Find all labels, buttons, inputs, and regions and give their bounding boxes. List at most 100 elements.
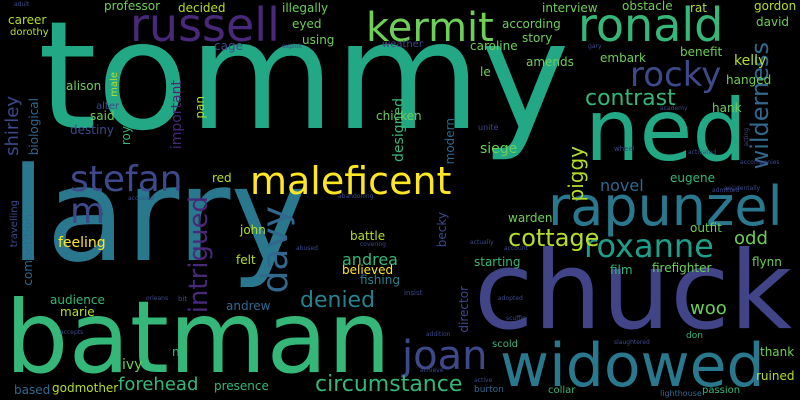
word-starting: starting bbox=[474, 255, 521, 269]
word-rapunzel: rapunzel bbox=[548, 175, 783, 238]
word-flynn: flynn bbox=[752, 255, 782, 269]
word-firefighter: firefighter bbox=[652, 261, 712, 275]
word-unite: unite bbox=[478, 123, 499, 132]
word-roxanne: roxanne bbox=[584, 227, 714, 265]
word-caroline: caroline bbox=[470, 39, 518, 53]
word-professor: professor bbox=[104, 0, 161, 13]
word-insist: insist bbox=[404, 289, 423, 297]
word-outfit: outfit bbox=[690, 221, 722, 235]
word-eugene: eugene bbox=[670, 171, 715, 185]
word-chicken: chicken bbox=[376, 109, 422, 123]
word-designed: designed bbox=[391, 98, 407, 162]
word-slaughtered: slaughtered bbox=[614, 339, 650, 346]
word-stefan: stefan bbox=[70, 159, 183, 200]
word-le: le bbox=[480, 65, 491, 79]
word-cage: cage bbox=[214, 39, 243, 53]
word-travelling: travelling bbox=[9, 200, 20, 248]
word-exploit: exploit bbox=[282, 43, 303, 50]
word-amends: amends bbox=[526, 55, 574, 69]
word-marie: marie bbox=[60, 305, 95, 319]
word-destiny: destiny bbox=[70, 123, 114, 137]
word-joan: joan bbox=[402, 333, 488, 379]
word-woo: woo bbox=[690, 298, 727, 319]
word-competition: competition bbox=[21, 214, 35, 286]
word-scuffle: scuffle bbox=[506, 315, 526, 322]
word-based: based bbox=[14, 383, 51, 397]
word-orleans: orleans bbox=[146, 295, 169, 302]
word-weather: weather bbox=[382, 39, 423, 50]
word-said: said bbox=[90, 109, 115, 123]
word-admitted: admitted bbox=[712, 187, 740, 194]
word-batman: batman bbox=[5, 279, 392, 396]
word-abused: abused bbox=[296, 245, 318, 252]
word-forehead: forehead bbox=[118, 374, 199, 395]
word-david: david bbox=[756, 15, 790, 29]
word-academy: academy bbox=[660, 105, 688, 112]
word-circumstance: circumstance bbox=[315, 372, 463, 397]
word-addition: addition bbox=[426, 331, 451, 338]
word-adult: adult bbox=[14, 1, 30, 8]
word-embark: embark bbox=[600, 51, 646, 65]
word-ivy: ivy bbox=[122, 357, 143, 373]
word-achieve: achieve bbox=[420, 367, 444, 374]
word-accompanies: accompanies bbox=[740, 159, 780, 166]
word-godmother: godmother bbox=[52, 381, 119, 395]
word-wheel: wheel bbox=[614, 145, 635, 153]
word-intrigued: intrigued bbox=[184, 196, 214, 314]
word-benefit: benefit bbox=[680, 45, 723, 59]
word-believed: believed bbox=[342, 263, 394, 277]
word-davy: davy bbox=[255, 206, 296, 294]
word-account: account bbox=[504, 245, 528, 252]
word-interview: interview bbox=[542, 1, 598, 15]
word-obstacle: obstacle bbox=[622, 0, 673, 13]
word-illegally: illegally bbox=[282, 1, 329, 15]
word-shirley: shirley bbox=[2, 96, 23, 156]
word-red: red bbox=[212, 171, 232, 185]
word-scold: scold bbox=[492, 339, 518, 350]
word-adopted: adopted bbox=[498, 295, 523, 302]
word-feeling: feeling bbox=[58, 235, 106, 251]
word-using: using bbox=[302, 33, 335, 47]
word-warden: warden bbox=[508, 211, 553, 225]
word-acting: acting bbox=[743, 128, 750, 147]
word-film: film bbox=[610, 263, 633, 277]
word-pan: pan bbox=[193, 96, 207, 119]
word-bit: bit bbox=[178, 295, 188, 303]
word-gary: gary bbox=[588, 43, 602, 50]
word-siege: siege bbox=[480, 141, 518, 157]
word-tommy: tommy bbox=[38, 0, 570, 164]
word-becky: becky bbox=[435, 212, 449, 248]
word-fishing: fishing bbox=[360, 273, 400, 287]
word-andrea: andrea bbox=[342, 250, 398, 269]
word-cottage: cottage bbox=[508, 224, 600, 252]
word-hank: hank bbox=[712, 101, 742, 115]
word-gordon: gordon bbox=[754, 0, 797, 13]
word-na: na bbox=[172, 345, 187, 359]
word-novel: novel bbox=[600, 176, 644, 195]
word-rat: rat bbox=[690, 1, 707, 15]
word-actually: actually bbox=[470, 239, 494, 246]
word-kermit: kermit bbox=[366, 5, 494, 51]
word-covering: covering bbox=[360, 241, 386, 248]
word-eyed: eyed bbox=[292, 17, 322, 31]
word-ned: ned bbox=[585, 81, 748, 181]
word-battle: battle bbox=[350, 229, 386, 243]
word-male: male bbox=[109, 72, 120, 97]
word-contrast: contrast bbox=[585, 86, 676, 111]
word-m: m bbox=[70, 191, 106, 232]
word-story: story bbox=[522, 31, 553, 45]
word-roy: roy bbox=[119, 126, 133, 146]
word-biological: biological bbox=[27, 98, 41, 156]
word-hanged: hanged bbox=[726, 73, 772, 87]
word-felt: felt bbox=[236, 253, 256, 267]
word-presence: presence bbox=[214, 379, 269, 393]
word-maleficent: maleficent bbox=[250, 159, 452, 203]
word-odd: odd bbox=[734, 228, 768, 249]
word-modern: modern bbox=[443, 118, 457, 165]
word-alison: alison bbox=[66, 79, 102, 93]
word-according: according bbox=[502, 17, 561, 31]
word-alter: alter bbox=[96, 101, 120, 112]
word-career: career bbox=[8, 13, 47, 27]
word-widowed: widowed bbox=[500, 331, 765, 400]
